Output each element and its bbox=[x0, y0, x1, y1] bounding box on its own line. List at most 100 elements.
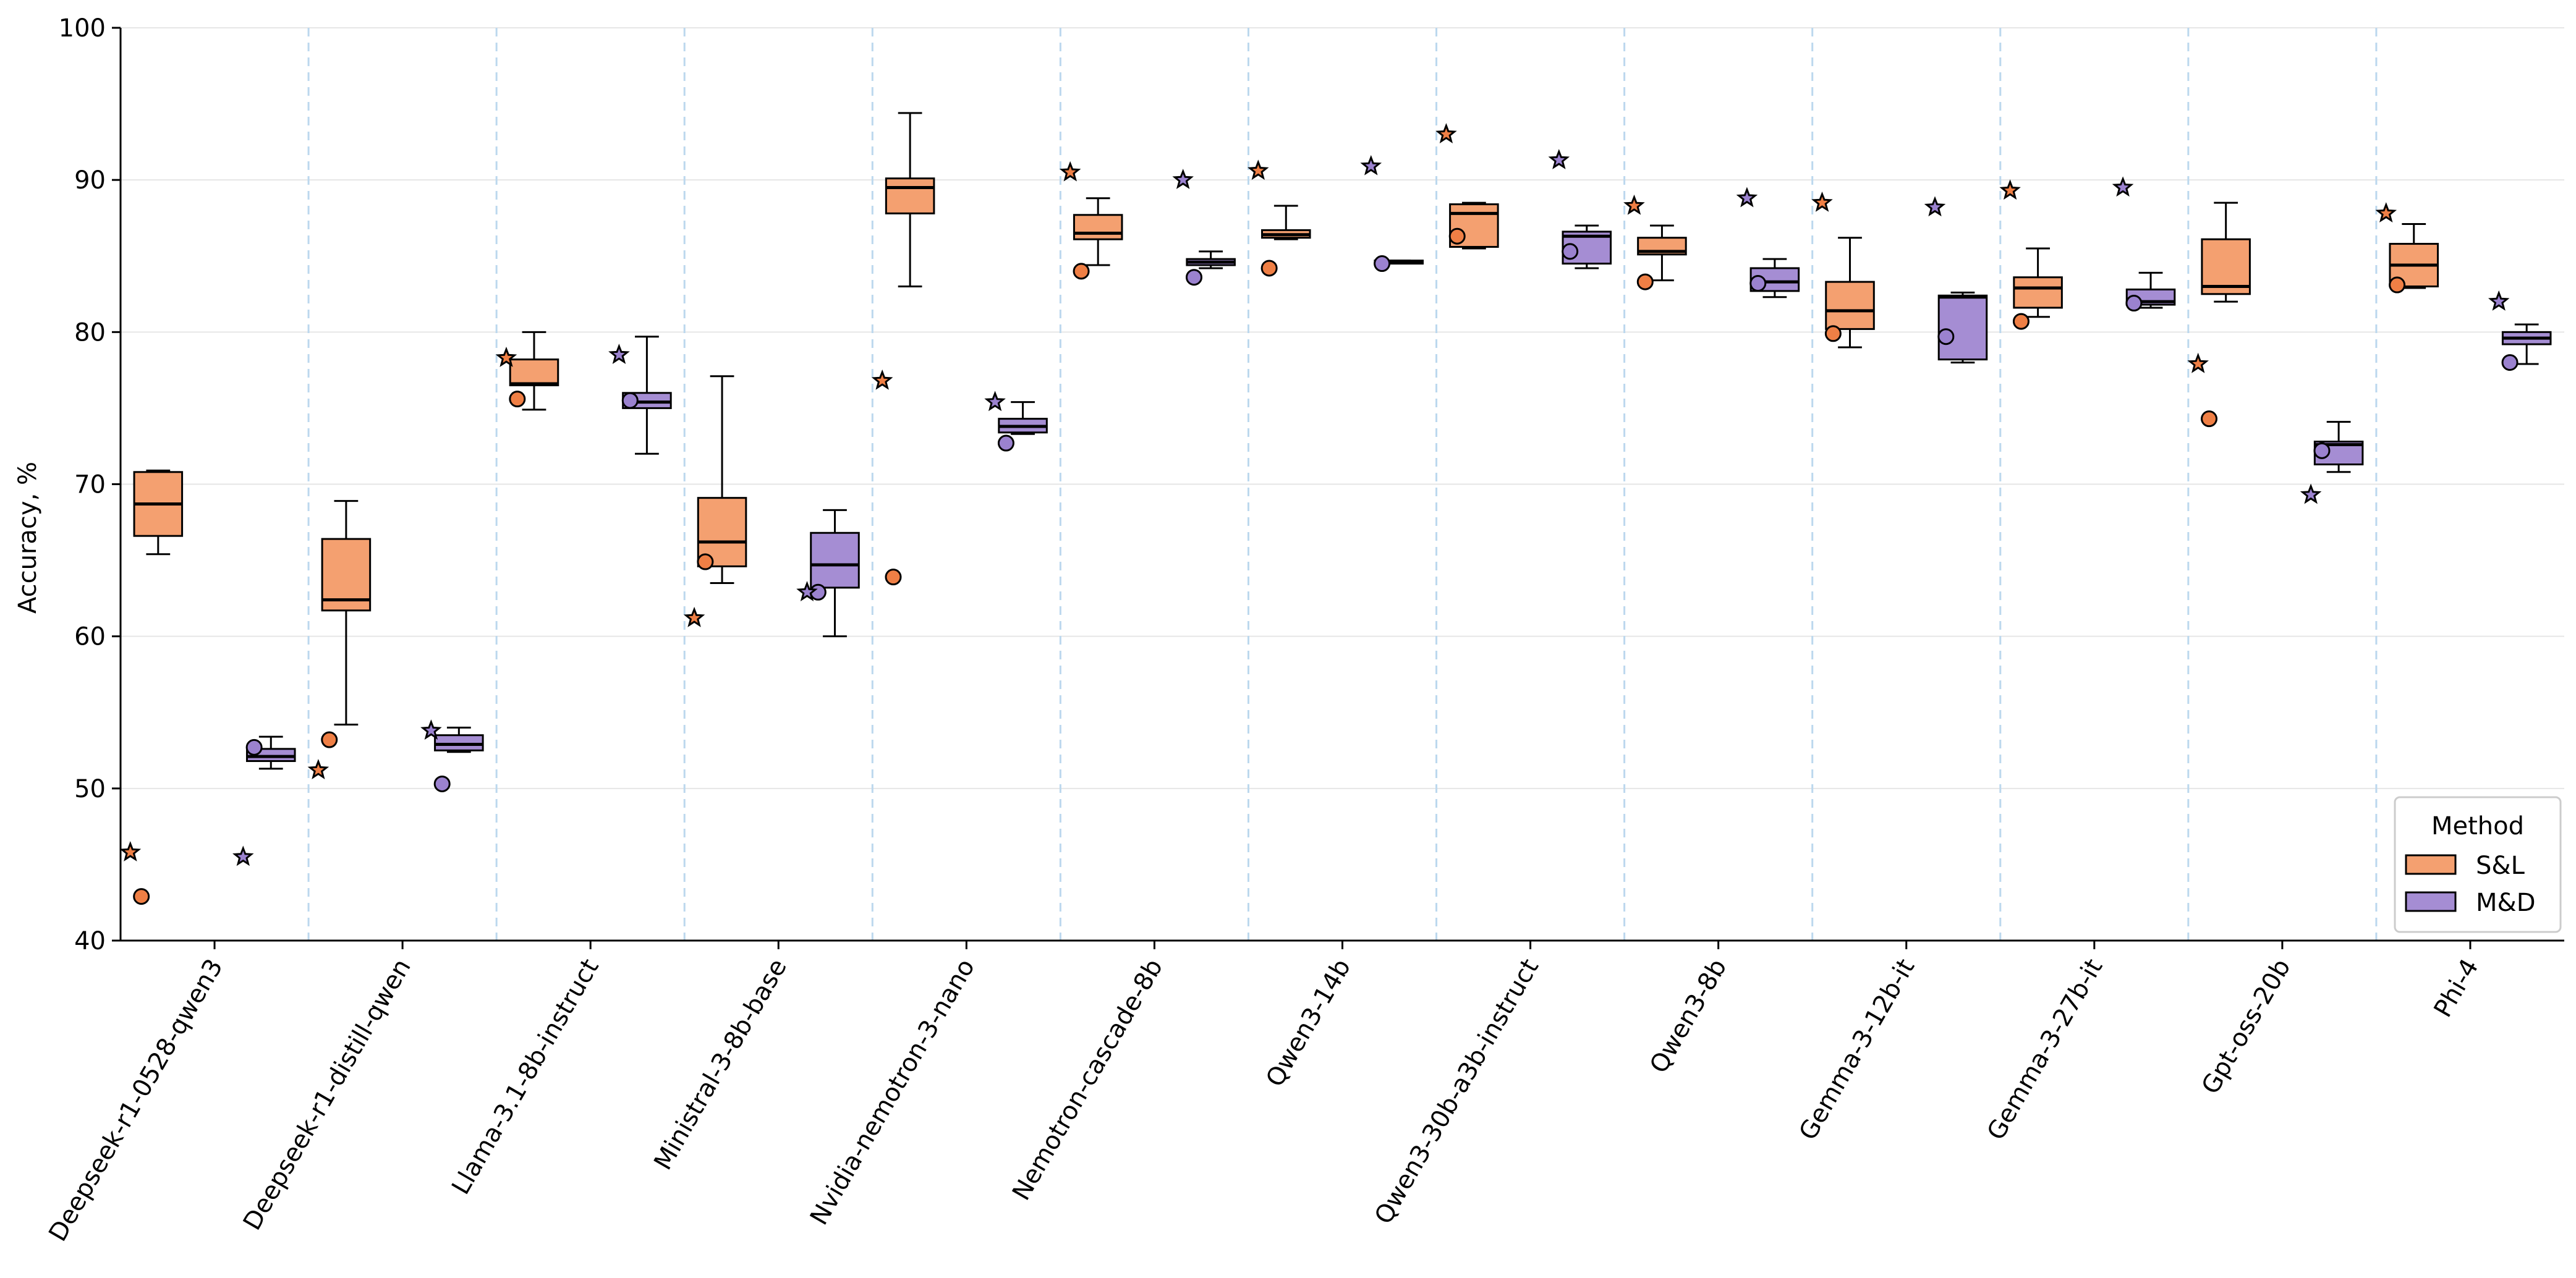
box-group-sl-qwen3-30b-a3b-instruct bbox=[1435, 123, 1499, 250]
box-sl-nvidia-nemotron-3-nano bbox=[885, 177, 935, 214]
star-marker-md-deepseek-r1-0528-qwen3 bbox=[232, 845, 254, 866]
box-md-ministral-3-8b-base bbox=[810, 531, 860, 589]
x-tick-label-ministral-3-8b-base: Ministral-3-8b-base bbox=[648, 954, 793, 1175]
star-marker-sl-deepseek-r1-distill-qwen bbox=[307, 759, 329, 779]
y-tick-label-100: 100 bbox=[59, 14, 106, 43]
star-marker-sl-ministral-3-8b-base bbox=[683, 606, 705, 627]
x-tick-label-nvidia-nemotron-3-nano: Nvidia-nemotron-3-nano bbox=[805, 954, 980, 1230]
circle-marker-md-phi-4 bbox=[2501, 354, 2519, 371]
legend: Method S&L M&D bbox=[2394, 796, 2562, 933]
box-group-md-ministral-3-8b-base bbox=[796, 509, 860, 638]
box-group-sl-deepseek-r1-0528-qwen3 bbox=[119, 469, 184, 905]
y-tick-label-60: 60 bbox=[74, 623, 106, 651]
star-marker-md-nemotron-cascade-8b bbox=[1172, 169, 1194, 189]
box-group-sl-qwen3-14b bbox=[1248, 159, 1311, 277]
star-marker-md-qwen3-30b-a3b-instruct bbox=[1548, 149, 1570, 169]
star-marker-md-gpt-oss-20b bbox=[2300, 483, 2322, 504]
circle-marker-md-qwen3-8b bbox=[1749, 275, 1767, 292]
axis-layer: 40 50 60 70 80 90 100 Deepseek-r1-0528-qwen3 Dee… bbox=[43, 14, 2564, 1246]
box-group-md-deepseek-r1-distill-qwen bbox=[420, 719, 484, 792]
box-group-sl-gemma-3-27b-it bbox=[1999, 179, 2063, 330]
x-tick-label-gemma-3-12b-it: Gemma-3-12b-it bbox=[1794, 954, 1921, 1145]
star-marker-sl-nvidia-nemotron-3-nano bbox=[871, 369, 893, 390]
circle-marker-md-qwen3-30b-a3b-instruct bbox=[1562, 243, 1579, 260]
box-group-sl-nvidia-nemotron-3-nano bbox=[871, 112, 935, 586]
circle-marker-md-llama-3-1-8b-instruct bbox=[621, 392, 639, 409]
star-marker-md-qwen3-14b bbox=[1360, 154, 1382, 176]
box-sl-gemma-3-12b-it bbox=[1825, 281, 1875, 330]
box-layer bbox=[119, 112, 2552, 905]
category-separators bbox=[307, 28, 2378, 941]
star-marker-sl-gemma-3-12b-it bbox=[1811, 191, 1833, 212]
x-tick-label-qwen3-30b-a3b-instruct: Qwen3-30b-a3b-instruct bbox=[1369, 954, 1544, 1229]
x-tick-label-qwen3-8b: Qwen3-8b bbox=[1644, 954, 1732, 1078]
x-tick-label-gpt-oss-20b: Gpt-oss-20b bbox=[2196, 954, 2297, 1099]
legend-swatch-sl bbox=[2405, 854, 2457, 875]
legend-label-sl: S&L bbox=[2476, 852, 2525, 880]
box-group-sl-deepseek-r1-distill-qwen bbox=[307, 500, 372, 779]
box-group-md-nemotron-cascade-8b bbox=[1172, 169, 1236, 286]
circle-marker-sl-gemma-3-27b-it bbox=[2012, 313, 2030, 330]
box-group-md-qwen3-8b bbox=[1736, 187, 1800, 298]
star-marker-md-gemma-3-12b-it bbox=[1924, 196, 1946, 217]
star-marker-sl-qwen3-14b bbox=[1248, 159, 1269, 180]
circle-marker-sl-gpt-oss-20b bbox=[2201, 410, 2218, 428]
star-marker-sl-phi-4 bbox=[2375, 202, 2397, 222]
box-md-gemma-3-12b-it bbox=[1937, 294, 1988, 361]
box-group-sl-llama-3-1-8b-instruct bbox=[495, 331, 559, 411]
box-group-sl-ministral-3-8b-base bbox=[683, 375, 747, 627]
box-group-md-qwen3-30b-a3b-instruct bbox=[1548, 149, 1612, 269]
circle-marker-sl-nvidia-nemotron-3-nano bbox=[885, 569, 902, 586]
circle-marker-sl-phi-4 bbox=[2389, 276, 2406, 294]
circle-marker-md-nvidia-nemotron-3-nano bbox=[997, 434, 1014, 452]
circle-marker-sl-nemotron-cascade-8b bbox=[1073, 263, 1090, 280]
grid-layer bbox=[121, 27, 2564, 789]
x-tick-label-llama-3-1-8b-instruct: Llama-3.1-8b-instruct bbox=[446, 954, 605, 1200]
circle-marker-sl-llama-3-1-8b-instruct bbox=[509, 391, 526, 408]
circle-marker-sl-deepseek-r1-distill-qwen bbox=[321, 731, 338, 748]
x-tick-label-qwen3-14b: Qwen3-14b bbox=[1260, 954, 1356, 1091]
circle-marker-sl-qwen3-8b bbox=[1636, 273, 1654, 290]
box-group-sl-gpt-oss-20b bbox=[2187, 201, 2251, 428]
circle-marker-md-gpt-oss-20b bbox=[2313, 442, 2331, 459]
x-tick-label-phi-4: Phi-4 bbox=[2429, 954, 2485, 1022]
box-group-sl-gemma-3-12b-it bbox=[1811, 191, 1875, 349]
circle-marker-md-qwen3-14b bbox=[1374, 255, 1391, 273]
legend-label-md: M&D bbox=[2476, 889, 2536, 917]
x-tick-label-deepseek-r1-0528-qwen3: Deepseek-r1-0528-qwen3 bbox=[43, 954, 228, 1246]
circle-marker-sl-qwen3-30b-a3b-instruct bbox=[1448, 227, 1466, 245]
x-tick-label-nemotron-cascade-8b: Nemotron-cascade-8b bbox=[1007, 954, 1168, 1205]
box-group-md-llama-3-1-8b-instruct bbox=[608, 336, 672, 455]
box-group-md-phi-4 bbox=[2488, 290, 2552, 371]
star-marker-sl-gemma-3-27b-it bbox=[1999, 179, 2021, 200]
star-marker-sl-nemotron-cascade-8b bbox=[1059, 161, 1081, 182]
legend-swatch-md bbox=[2405, 891, 2457, 912]
star-marker-sl-deepseek-r1-0528-qwen3 bbox=[119, 841, 142, 861]
circle-marker-sl-qwen3-14b bbox=[1260, 260, 1278, 277]
box-group-md-gemma-3-12b-it bbox=[1924, 196, 1988, 364]
y-tick-label-40: 40 bbox=[74, 927, 106, 955]
x-tick-label-gemma-3-27b-it: Gemma-3-27b-it bbox=[1982, 954, 2109, 1145]
circle-marker-sl-gemma-3-12b-it bbox=[1824, 325, 1842, 342]
y-tick-label-50: 50 bbox=[74, 775, 106, 803]
box-group-md-gemma-3-27b-it bbox=[2112, 176, 2176, 312]
star-marker-md-qwen3-8b bbox=[1736, 187, 1758, 208]
star-marker-md-ministral-3-8b-base bbox=[796, 581, 818, 601]
star-marker-sl-llama-3-1-8b-instruct bbox=[495, 347, 517, 367]
circle-marker-md-nemotron-cascade-8b bbox=[1186, 269, 1203, 286]
circle-marker-sl-ministral-3-8b-base bbox=[697, 553, 714, 570]
y-tick-label-90: 90 bbox=[74, 166, 106, 195]
legend-title: Method bbox=[2431, 812, 2524, 840]
box-group-md-deepseek-r1-0528-qwen3 bbox=[232, 735, 296, 866]
box-group-md-nvidia-nemotron-3-nano bbox=[984, 391, 1048, 452]
box-group-md-qwen3-14b bbox=[1360, 154, 1424, 273]
y-axis-label: Accuracy, % bbox=[14, 462, 42, 614]
star-marker-md-deepseek-r1-distill-qwen bbox=[420, 719, 442, 740]
star-marker-sl-qwen3-8b bbox=[1623, 194, 1645, 215]
box-group-md-gpt-oss-20b bbox=[2300, 421, 2364, 504]
circle-marker-md-gemma-3-27b-it bbox=[2125, 295, 2143, 312]
star-marker-sl-qwen3-30b-a3b-instruct bbox=[1435, 123, 1457, 143]
star-marker-md-gemma-3-27b-it bbox=[2112, 176, 2134, 197]
circle-marker-md-deepseek-r1-0528-qwen3 bbox=[245, 738, 263, 756]
